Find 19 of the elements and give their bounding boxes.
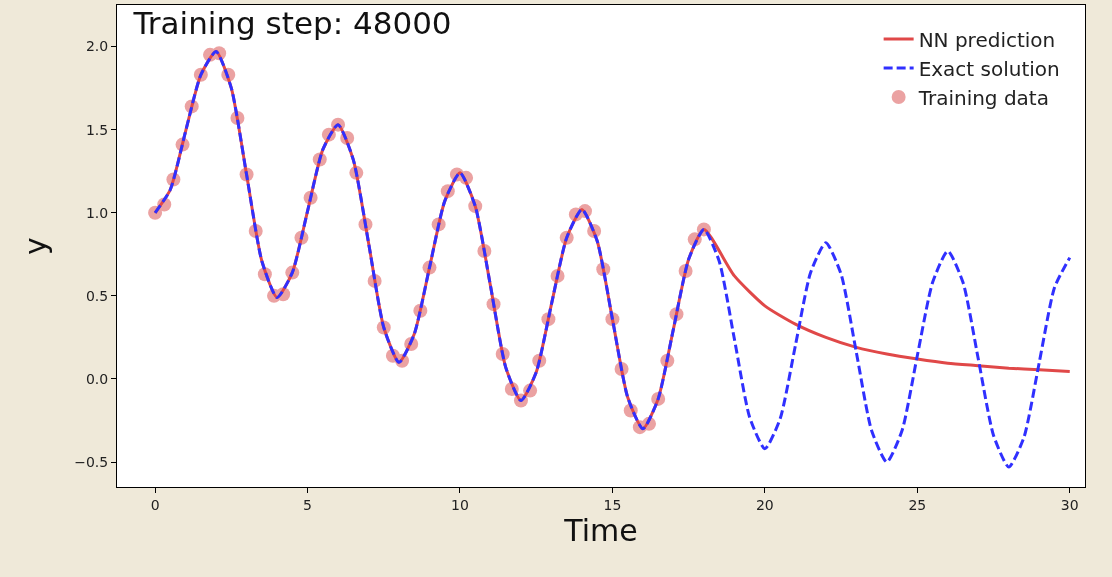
x-tick-label: 30 (1060, 496, 1079, 513)
x-tick-label: 0 (150, 496, 160, 513)
y-tick-label: 0.5 (85, 287, 109, 304)
legend-label: Exact solution (918, 56, 1060, 81)
y-tick-label: 0.0 (85, 370, 109, 387)
y-tick-label: 2.0 (85, 38, 109, 55)
legend-label: NN prediction (918, 27, 1056, 52)
y-tick-label: 1.5 (85, 121, 109, 138)
x-axis-title: Time (563, 512, 638, 548)
x-tick-label: 10 (451, 496, 469, 513)
legend-label: Training data (917, 85, 1049, 110)
x-tick-label: 20 (755, 496, 774, 513)
x-tick-label: 25 (908, 496, 927, 513)
x-tick-label: 15 (603, 496, 622, 513)
y-axis-title: y (18, 237, 54, 255)
chart-title: Training step: 48000 (132, 4, 452, 41)
x-tick-label: 5 (303, 496, 313, 513)
y-tick-label: −0.5 (74, 453, 109, 470)
y-tick-label: 1.0 (85, 204, 109, 221)
